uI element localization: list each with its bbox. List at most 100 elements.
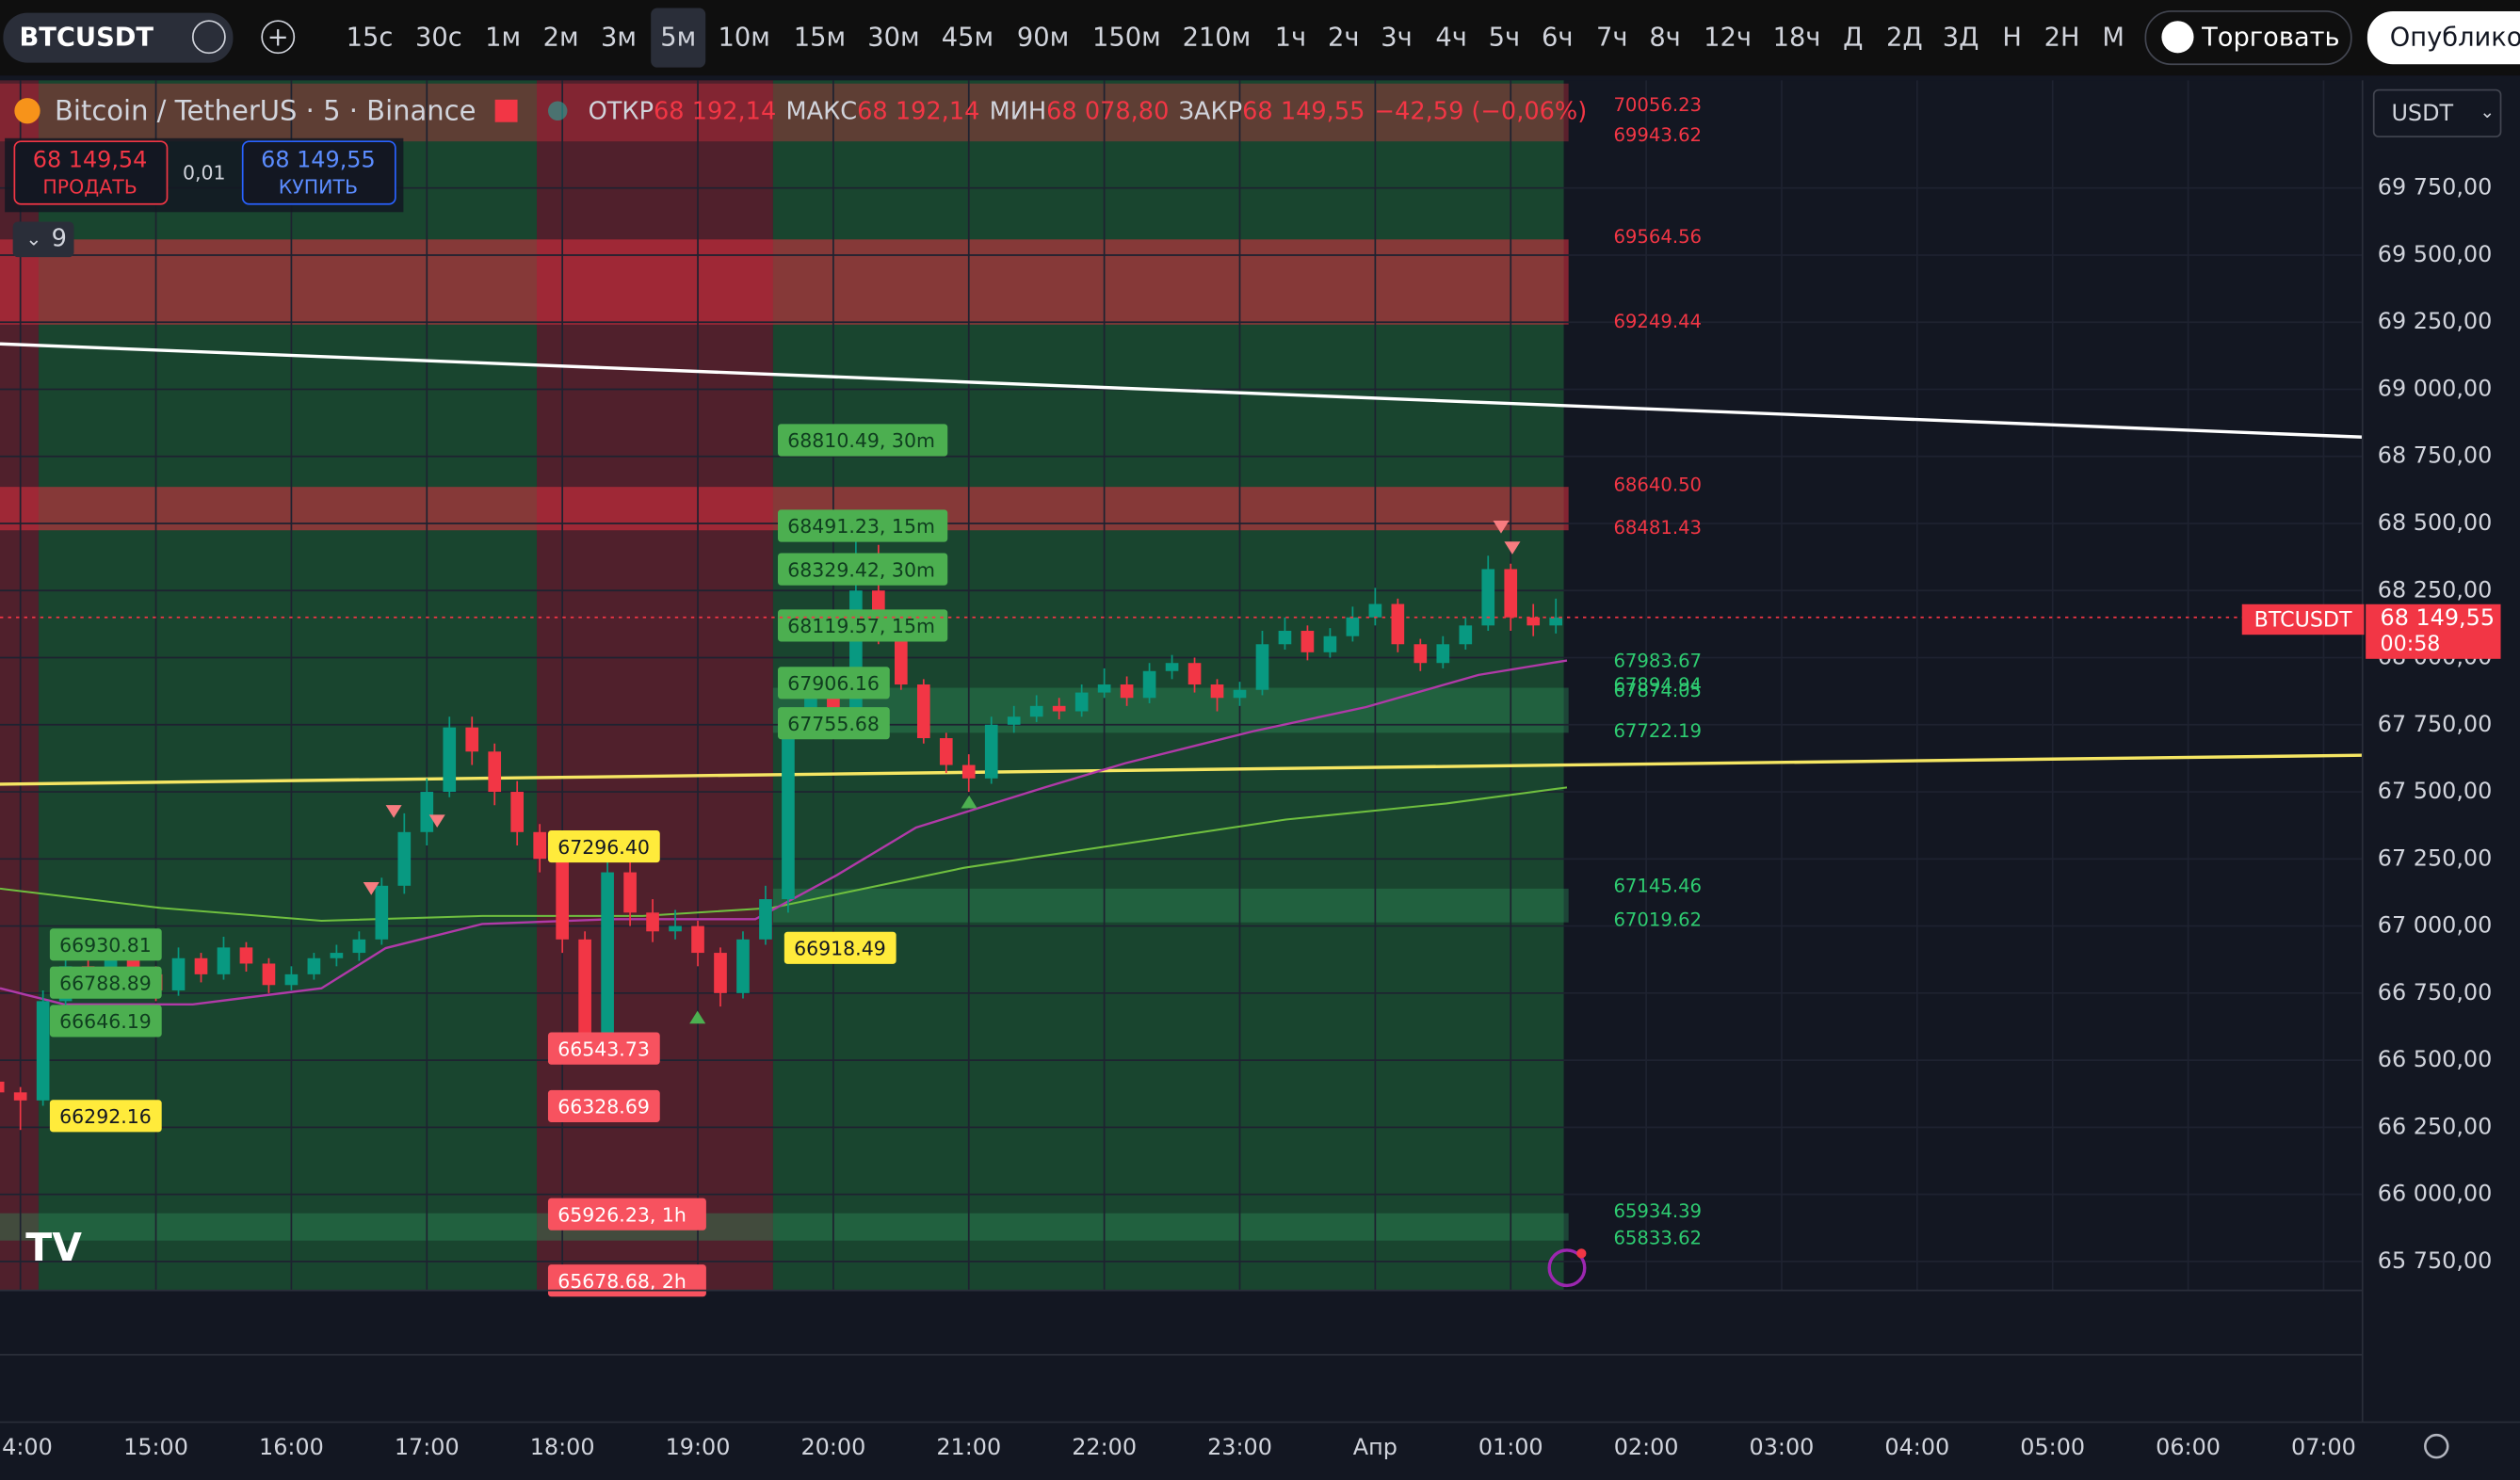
publish-button[interactable] (2367, 10, 2520, 65)
tag-bg (49, 966, 162, 999)
time-axis: 4:00 15:00 16:00 17:00 18:00 19:00 20:00 21:00 2… (2, 1434, 2356, 1460)
l-value: 68 078,80 (1046, 97, 1169, 125)
interval[interactable]: 30м (867, 23, 919, 52)
candle-body (488, 751, 502, 793)
last-price: 68 149,55 (2381, 604, 2496, 631)
tag-bg (778, 707, 890, 740)
level-label: 67874.05 (1613, 680, 1702, 701)
interval[interactable]: Д (1843, 23, 1863, 52)
candle-body (1097, 684, 1111, 693)
interval[interactable]: 7ч (1596, 23, 1627, 52)
candle-body (1142, 670, 1156, 699)
candle-body (1459, 625, 1473, 645)
zone-red (0, 239, 1569, 325)
flag[interactable] (494, 99, 518, 122)
time-label: 21:00 (936, 1434, 1001, 1460)
settings-icon[interactable] (2424, 1433, 2449, 1459)
tag-label: 67755.68 (787, 713, 880, 735)
chart-pane: 68810.49, 30m 68491.23, 15m 68329.42, 30m 6… (0, 80, 2363, 1297)
interval[interactable]: 90м (1017, 23, 1069, 52)
interval[interactable]: 15с (347, 23, 394, 52)
price-tick-label: 69 750,00 (2378, 174, 2493, 201)
interval[interactable]: Н (2002, 23, 2022, 52)
level-label: 68640.50 (1613, 474, 1702, 495)
tag-bg (49, 928, 162, 961)
indicators-toggle[interactable] (12, 221, 74, 258)
toolbar (0, 0, 2520, 76)
candle-body (1029, 705, 1043, 717)
buy-label: КУПИТЬ (279, 176, 358, 199)
interval[interactable]: 3м (601, 23, 637, 52)
change: −42,59 (−0,06%) (1375, 97, 1588, 125)
tag-bg (783, 931, 897, 964)
interval[interactable]: 2Д (1886, 23, 1923, 52)
candle-body (510, 792, 525, 832)
trade-button[interactable] (2144, 10, 2352, 66)
interval[interactable]: 5м (660, 23, 696, 52)
time-label: 19:00 (666, 1434, 731, 1460)
interval[interactable]: 5ч (1489, 23, 1520, 52)
interval[interactable]: 150м (1092, 23, 1161, 52)
interval[interactable]: 210м (1183, 23, 1252, 52)
candle-body (239, 947, 253, 964)
trend-line (0, 342, 2363, 439)
interval[interactable]: 2м (543, 23, 579, 52)
interval[interactable]: 3Д (1943, 23, 1979, 52)
interval[interactable]: М (2102, 23, 2124, 52)
interval[interactable]: 4ч (1435, 23, 1466, 52)
alert-icon[interactable] (1547, 1248, 1587, 1288)
candle-body (330, 953, 344, 958)
price-tick-label: 66 500,00 (2378, 1046, 2493, 1072)
tag-label: 68119.57, 15m (787, 615, 935, 637)
interval[interactable]: 6ч (1542, 23, 1573, 52)
sell-button[interactable] (13, 140, 169, 205)
candle-body (1413, 644, 1428, 664)
interval[interactable]: 8ч (1649, 23, 1680, 52)
tag-bg (547, 1264, 706, 1297)
tag-bg (547, 1089, 660, 1122)
candle-body (984, 724, 998, 779)
buy-button[interactable] (241, 140, 396, 205)
tag-label: 68329.42, 30m (787, 558, 935, 581)
alert-button[interactable] (191, 20, 226, 55)
sell-signal (428, 814, 445, 828)
candle-body (1007, 716, 1021, 725)
tag-bg (778, 509, 948, 542)
tag-label: 67296.40 (557, 836, 650, 859)
level-label: 67722.19 (1613, 720, 1702, 742)
candle-body (1210, 684, 1224, 699)
coin-icon (14, 98, 40, 124)
level-label: 67145.46 (1613, 876, 1702, 897)
spread: 0,01 (183, 161, 226, 184)
logo: TV (25, 1225, 82, 1270)
interval[interactable]: 10м (719, 23, 770, 52)
price-tick-label: 66 750,00 (2378, 979, 2493, 1005)
interval[interactable]: 2ч (1328, 23, 1359, 52)
interval[interactable]: 30с (415, 23, 462, 52)
time-label: 02:00 (1614, 1434, 1679, 1460)
buy-price: 68 149,55 (261, 147, 376, 173)
signals (363, 521, 1521, 895)
interval[interactable]: 12ч (1704, 23, 1752, 52)
currency-select[interactable] (2372, 88, 2502, 137)
symbol-search[interactable] (3, 12, 234, 63)
interval[interactable]: 18ч (1773, 23, 1821, 52)
level-label: 67019.62 (1613, 909, 1702, 930)
interval[interactable]: 45м (942, 23, 993, 52)
price-tick-label: 67 500,00 (2378, 778, 2493, 804)
interval[interactable]: 15м (794, 23, 846, 52)
interval[interactable]: 1м (485, 23, 521, 52)
candle-body (1504, 569, 1518, 618)
add-symbol[interactable] (261, 20, 296, 55)
tag-bg (49, 1005, 162, 1038)
interval[interactable]: 3ч (1381, 23, 1412, 52)
level-label: 65833.62 (1613, 1228, 1702, 1249)
indicators-count: 9 (52, 224, 67, 252)
candle-body (36, 1001, 50, 1101)
interval[interactable]: 2Н (2044, 23, 2080, 52)
interval[interactable]: 1ч (1275, 23, 1306, 52)
trade-label: Торговать (2201, 23, 2340, 52)
tag-label: 68810.49, 30m (787, 429, 935, 452)
time-label: 17:00 (395, 1434, 460, 1460)
